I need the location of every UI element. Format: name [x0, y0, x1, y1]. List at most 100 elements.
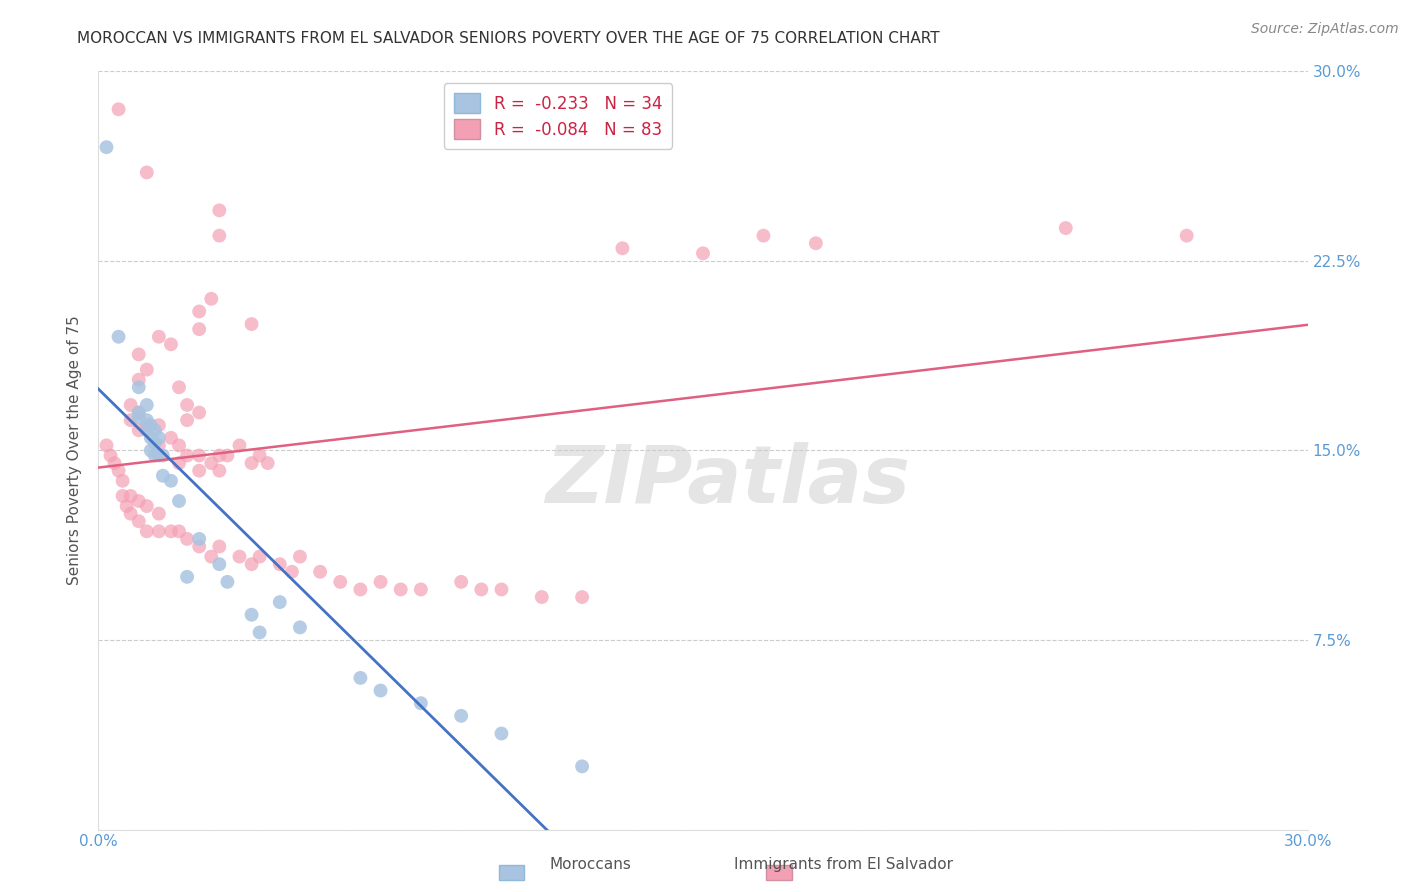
- Point: [128, 494, 150, 508]
- Point: [200, 549, 222, 564]
- Point: [167, 438, 190, 452]
- Point: [240, 607, 263, 622]
- Point: [111, 489, 134, 503]
- Legend: R =  -0.233   N = 34, R =  -0.084   N = 83: R = -0.233 N = 34, R = -0.084 N = 83: [444, 84, 672, 149]
- Point: [571, 759, 593, 773]
- Point: [249, 625, 271, 640]
- Point: [139, 418, 162, 433]
- Point: [135, 413, 157, 427]
- Point: [128, 347, 150, 361]
- Point: [208, 203, 231, 218]
- Point: [152, 468, 174, 483]
- Point: [1054, 221, 1077, 235]
- Point: [143, 436, 166, 450]
- Point: [160, 337, 183, 351]
- Point: [176, 398, 198, 412]
- Point: [228, 438, 250, 452]
- Point: [692, 246, 714, 260]
- Point: [240, 557, 263, 572]
- Point: [135, 398, 157, 412]
- Point: [135, 524, 157, 539]
- Point: [139, 443, 162, 458]
- Point: [176, 413, 198, 427]
- Point: [160, 474, 183, 488]
- Point: [128, 423, 150, 437]
- Point: [571, 590, 593, 604]
- Point: [107, 330, 129, 344]
- Point: [228, 549, 250, 564]
- Point: [249, 449, 271, 463]
- Point: [188, 304, 211, 318]
- Point: [167, 380, 190, 394]
- Y-axis label: Seniors Poverty Over the Age of 75: Seniors Poverty Over the Age of 75: [67, 316, 83, 585]
- Point: [370, 683, 392, 698]
- Point: [167, 456, 190, 470]
- Point: [240, 456, 263, 470]
- Point: [752, 228, 775, 243]
- Point: [804, 236, 827, 251]
- Point: [409, 582, 432, 597]
- Point: [349, 671, 371, 685]
- Point: [152, 449, 174, 463]
- Point: [128, 405, 150, 420]
- Point: [188, 322, 211, 336]
- Point: [208, 464, 231, 478]
- Point: [188, 464, 211, 478]
- Point: [309, 565, 332, 579]
- Point: [217, 449, 239, 463]
- Point: [148, 330, 170, 344]
- Point: [160, 524, 183, 539]
- Point: [349, 582, 371, 597]
- Point: [120, 507, 142, 521]
- Text: Moroccans: Moroccans: [550, 857, 631, 872]
- Point: [288, 620, 311, 634]
- Point: [135, 499, 157, 513]
- Point: [269, 595, 291, 609]
- Point: [208, 449, 231, 463]
- Text: Source: ZipAtlas.com: Source: ZipAtlas.com: [1251, 22, 1399, 37]
- Point: [167, 524, 190, 539]
- Point: [288, 549, 311, 564]
- Point: [269, 557, 291, 572]
- Point: [143, 423, 166, 437]
- Point: [135, 362, 157, 376]
- Point: [120, 413, 142, 427]
- Point: [491, 582, 513, 597]
- Point: [409, 696, 432, 710]
- Point: [530, 590, 553, 604]
- Point: [148, 507, 170, 521]
- Point: [240, 317, 263, 331]
- Text: ZIPatlas: ZIPatlas: [544, 442, 910, 520]
- Point: [107, 464, 129, 478]
- Point: [96, 140, 118, 154]
- Point: [470, 582, 492, 597]
- Text: MOROCCAN VS IMMIGRANTS FROM EL SALVADOR SENIORS POVERTY OVER THE AGE OF 75 CORRE: MOROCCAN VS IMMIGRANTS FROM EL SALVADOR …: [77, 31, 941, 46]
- Point: [329, 574, 352, 589]
- Point: [148, 524, 170, 539]
- Point: [128, 405, 150, 420]
- Point: [100, 449, 122, 463]
- Point: [200, 292, 222, 306]
- Point: [128, 410, 150, 425]
- Point: [160, 431, 183, 445]
- Point: [115, 499, 138, 513]
- Point: [200, 456, 222, 470]
- Point: [120, 398, 142, 412]
- Point: [103, 456, 125, 470]
- Point: [128, 373, 150, 387]
- Point: [148, 431, 170, 445]
- Point: [139, 431, 162, 445]
- Text: Immigrants from El Salvador: Immigrants from El Salvador: [734, 857, 953, 872]
- Point: [167, 494, 190, 508]
- Point: [111, 474, 134, 488]
- Point: [148, 449, 170, 463]
- Point: [256, 456, 278, 470]
- Point: [188, 532, 211, 546]
- Point: [491, 726, 513, 740]
- Point: [208, 228, 231, 243]
- Point: [281, 565, 304, 579]
- Point: [249, 549, 271, 564]
- Point: [135, 165, 157, 179]
- Point: [143, 449, 166, 463]
- Point: [107, 103, 129, 117]
